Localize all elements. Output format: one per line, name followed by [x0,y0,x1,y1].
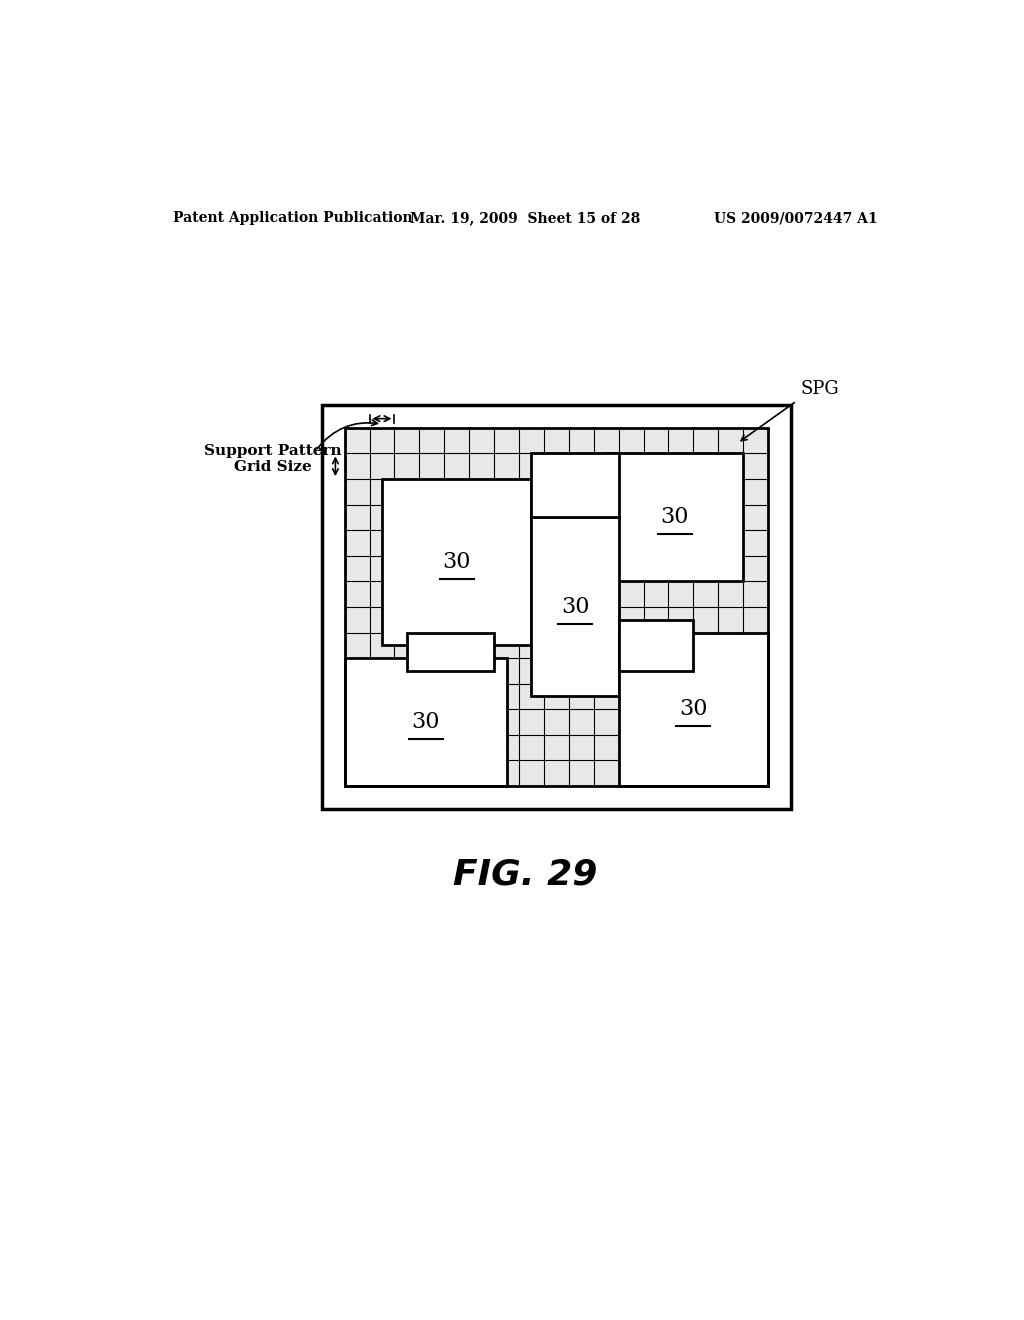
Bar [606,454,743,581]
Text: 30: 30 [412,711,440,733]
Text: 30: 30 [660,507,689,528]
Text: 30: 30 [679,698,708,721]
Text: US 2009/0072447 A1: US 2009/0072447 A1 [714,211,878,226]
Bar [345,428,768,785]
Bar [322,405,792,809]
Bar [618,632,768,785]
Text: FIG. 29: FIG. 29 [453,858,597,891]
Text: 30: 30 [561,595,589,618]
Text: Support Pattern
Grid Size: Support Pattern Grid Size [204,444,342,474]
Bar [345,659,507,785]
Text: Mar. 19, 2009  Sheet 15 of 28: Mar. 19, 2009 Sheet 15 of 28 [410,211,640,226]
Bar [618,619,693,671]
Text: Patent Application Publication: Patent Application Publication [173,211,413,226]
Bar [407,632,495,671]
Bar [531,517,618,697]
Bar [382,479,531,645]
Text: 30: 30 [442,552,471,573]
Text: SPG: SPG [801,380,839,399]
Bar [345,428,768,785]
Bar [531,454,618,517]
